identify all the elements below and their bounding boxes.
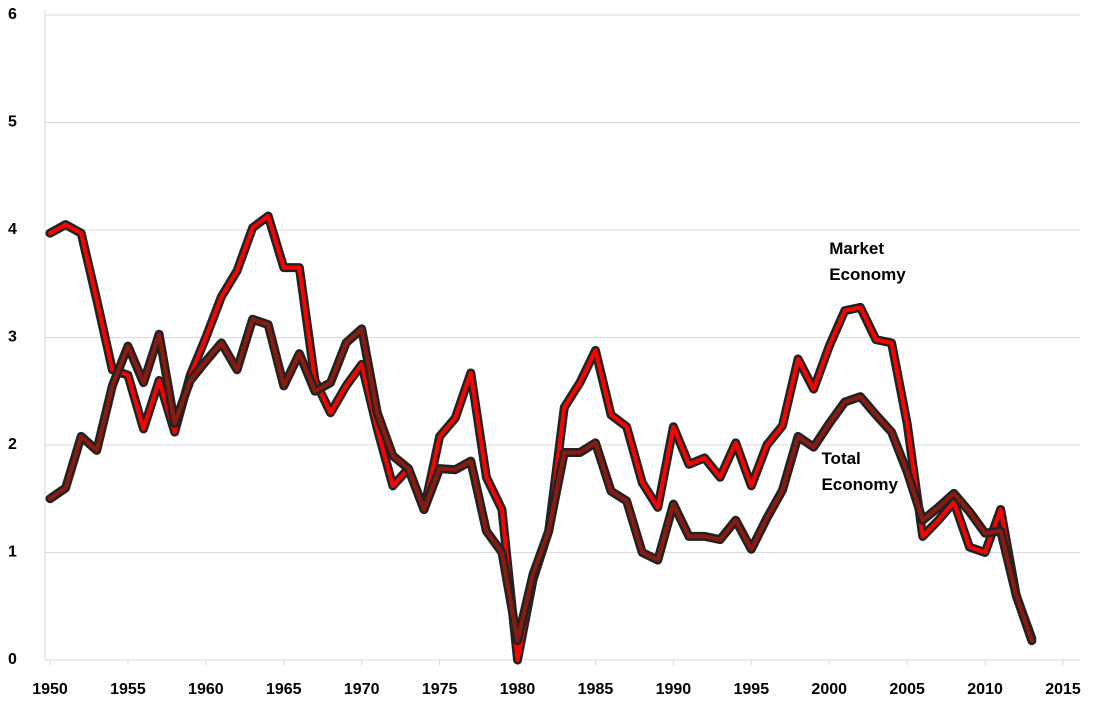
x-tick-label: 1985 [578, 681, 614, 698]
x-tick-label: 1990 [656, 681, 692, 698]
x-tick-label: 1975 [422, 681, 458, 698]
annotation: Market Economy [829, 239, 906, 285]
x-tick-label: 2015 [1045, 681, 1081, 698]
x-tick-label: 1955 [110, 681, 146, 698]
x-tick-label: 1965 [266, 681, 302, 698]
y-tick-label: 2 [8, 436, 17, 453]
annotation: Total Economy [821, 448, 898, 494]
x-tick-label: 2000 [811, 681, 847, 698]
y-tick-label: 3 [8, 329, 17, 346]
x-tick-label: 1950 [32, 681, 68, 698]
x-tick-label: 2010 [967, 681, 1003, 698]
y-tick-label: 5 [8, 114, 17, 131]
x-tick-label: 1960 [188, 681, 224, 698]
x-tick-label: 1995 [734, 681, 770, 698]
y-tick-label: 4 [8, 221, 17, 238]
x-tick-label: 1980 [500, 681, 536, 698]
y-tick-label: 1 [8, 544, 17, 561]
y-tick-label: 0 [8, 651, 17, 668]
x-tick-label: 1970 [344, 681, 380, 698]
x-tick-label: 2005 [889, 681, 925, 698]
series-line [48, 317, 1034, 643]
y-tick-label: 6 [8, 6, 17, 23]
